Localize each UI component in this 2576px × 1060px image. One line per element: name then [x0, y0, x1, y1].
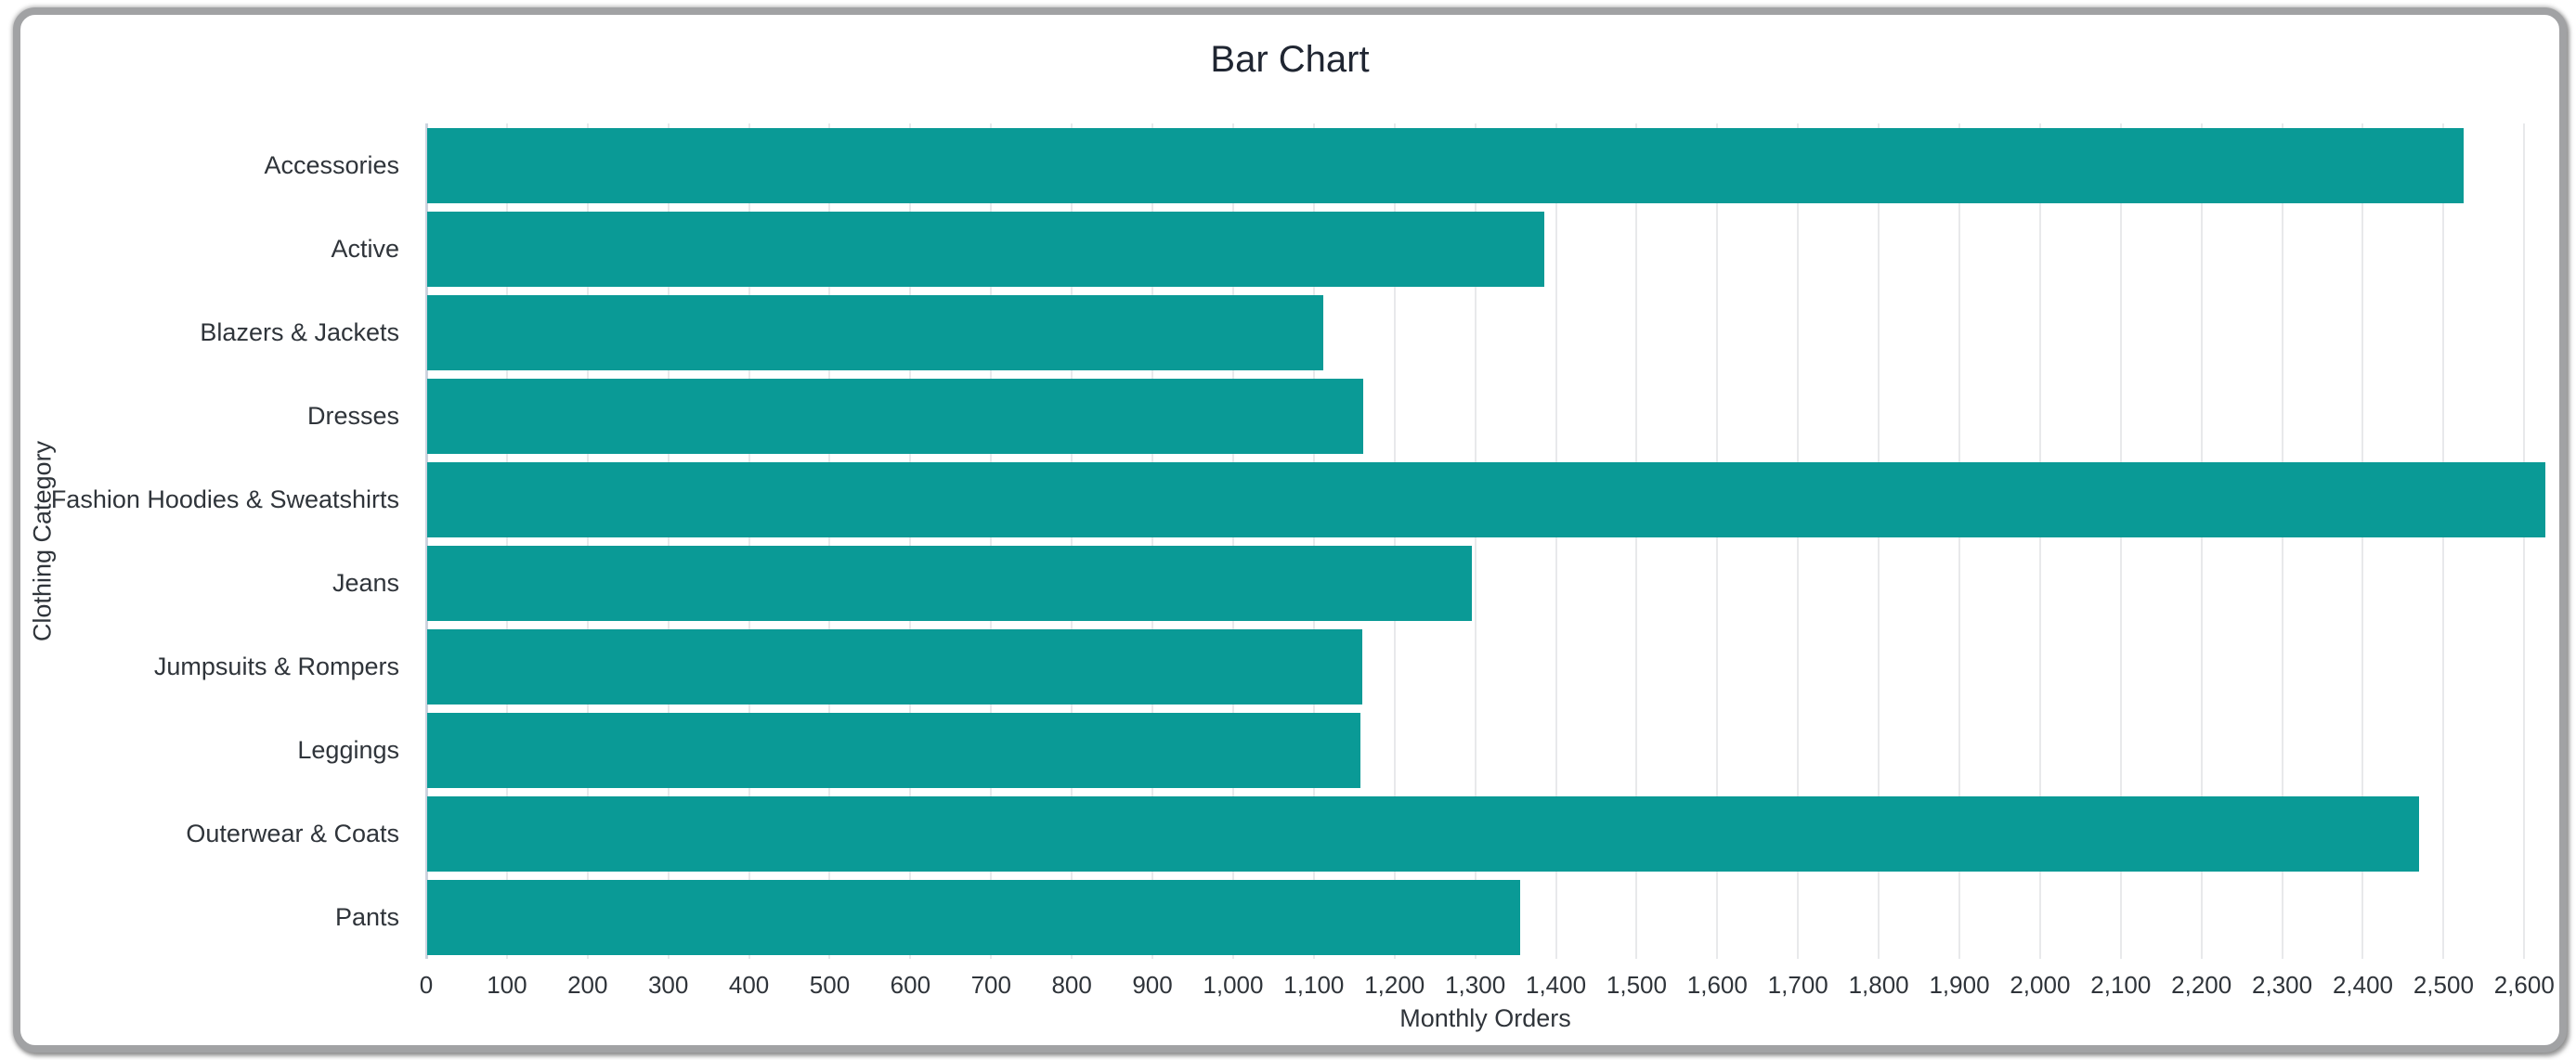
- y-tick-label: Accessories: [264, 150, 399, 179]
- gridline: [586, 123, 589, 959]
- gridline: [505, 123, 508, 959]
- x-tick-label: 2,300: [2252, 971, 2313, 999]
- x-tick-label: 300: [647, 971, 689, 999]
- bar-accessories[interactable]: [427, 127, 2465, 203]
- gridline: [1312, 123, 1315, 959]
- bar-outerwear-coats[interactable]: [427, 795, 2419, 872]
- x-tick-label: 2,500: [2413, 971, 2474, 999]
- y-tick-label: Leggings: [297, 735, 399, 764]
- y-axis-line: [425, 123, 428, 959]
- plot-area: [425, 123, 2545, 959]
- x-tick-label: 1,500: [1606, 971, 1667, 999]
- y-tick-label: Active: [331, 234, 399, 263]
- x-tick-label: 1,700: [1767, 971, 1828, 999]
- bar-pants[interactable]: [427, 879, 1520, 955]
- x-tick-label: 1,400: [1525, 971, 1587, 999]
- x-tick-label: 500: [809, 971, 851, 999]
- gridline: [2200, 123, 2203, 959]
- x-tick-label: 2,600: [2493, 971, 2555, 999]
- gridline: [2119, 123, 2122, 959]
- gridline: [990, 123, 993, 959]
- x-tick-label: 800: [1051, 971, 1092, 999]
- x-tick-label: 600: [890, 971, 931, 999]
- x-tick-label: 400: [728, 971, 770, 999]
- gridline: [2523, 123, 2526, 959]
- x-tick-label: 700: [970, 971, 1011, 999]
- gridline: [1635, 123, 1638, 959]
- x-tick-label: 1,900: [1929, 971, 1990, 999]
- x-tick-label: 1,100: [1283, 971, 1345, 999]
- bar-jumpsuits-rompers[interactable]: [427, 628, 1363, 705]
- y-tick-label: Dresses: [306, 401, 399, 430]
- bar-jeans[interactable]: [427, 545, 1473, 621]
- bar-blazers-jackets[interactable]: [427, 294, 1323, 370]
- x-tick-label: 2,400: [2332, 971, 2394, 999]
- gridline: [2361, 123, 2364, 959]
- x-tick-label: 1,300: [1445, 971, 1506, 999]
- gridline: [1716, 123, 1719, 959]
- bar-fashion-hoodies-sweatshirts[interactable]: [427, 461, 2545, 537]
- gridline: [1555, 123, 1557, 959]
- gridline: [1958, 123, 1960, 959]
- x-tick-label: 1,600: [1686, 971, 1748, 999]
- x-axis-tick-labels: 0 100 200 300 400 500 600 700 800 900 1,000 1,100 1,…: [420, 971, 2555, 1002]
- gridline: [1797, 123, 1800, 959]
- x-tick-label: 1,800: [1848, 971, 1909, 999]
- x-tick-label: 2,000: [2010, 971, 2071, 999]
- gridline: [1231, 123, 1234, 959]
- y-tick-label: Pants: [334, 902, 399, 931]
- gridline: [1474, 123, 1477, 959]
- gridline: [828, 123, 831, 959]
- gridline: [667, 123, 670, 959]
- bar-chart: Bar Chart Clothing Category Accessories A…: [20, 15, 2559, 1045]
- y-tick-label: Jumpsuits & Rompers: [153, 652, 399, 680]
- bar-dresses[interactable]: [427, 378, 1363, 454]
- gridline: [2281, 123, 2283, 959]
- gridline: [1071, 123, 1073, 959]
- gridline: [1878, 123, 1880, 959]
- chart-window-frame: Bar Chart Clothing Category Accessories A…: [13, 7, 2567, 1053]
- gridline: [1151, 123, 1154, 959]
- chart-title: Bar Chart: [1210, 39, 1370, 80]
- y-tick-label: Blazers & Jackets: [200, 317, 399, 346]
- gridline: [909, 123, 912, 959]
- x-tick-label: 1,000: [1203, 971, 1264, 999]
- gridline: [748, 123, 750, 959]
- gridline: [2442, 123, 2445, 959]
- x-tick-label: 900: [1132, 971, 1173, 999]
- bar-active[interactable]: [427, 211, 1545, 287]
- x-tick-label: 200: [567, 971, 608, 999]
- y-axis-tick-labels: Accessories Active Blazers & Jackets Dresse…: [20, 123, 399, 959]
- x-tick-label: 2,200: [2171, 971, 2232, 999]
- y-tick-label: Fashion Hoodies & Sweatshirts: [50, 485, 399, 513]
- x-tick-label: 0: [419, 971, 434, 999]
- y-tick-label: Outerwear & Coats: [186, 819, 399, 847]
- x-tick-label: 2,100: [2090, 971, 2152, 999]
- bar-leggings[interactable]: [427, 712, 1361, 788]
- y-tick-label: Jeans: [332, 568, 399, 597]
- x-tick-label: 100: [487, 971, 527, 999]
- x-tick-label: 1,200: [1364, 971, 1425, 999]
- x-axis-title: Monthly Orders: [1399, 1004, 1571, 1032]
- gridline: [1393, 123, 1396, 959]
- gridline: [2038, 123, 2041, 959]
